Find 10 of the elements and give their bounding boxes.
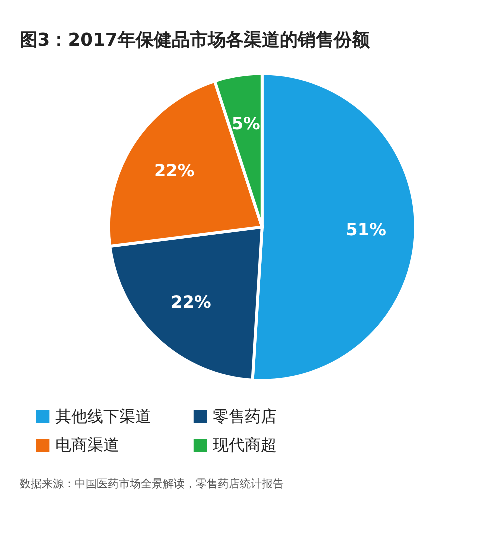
- data-label: 51%: [346, 219, 387, 240]
- data-label: 5%: [232, 114, 261, 134]
- data-label: 22%: [171, 292, 212, 312]
- legend-label: 零售药店: [212, 406, 277, 426]
- source-note: 数据来源：中国医药市场全景解读，零售药店统计报告: [20, 478, 284, 491]
- legend-label: 电商渠道: [55, 436, 120, 455]
- data-label: 22%: [154, 160, 195, 180]
- legend-label: 其他线下渠道: [55, 406, 152, 426]
- chart-title: 图3：2017年保健品市场各渠道的销售份额: [20, 30, 371, 52]
- legend-label: 现代商超: [212, 436, 277, 455]
